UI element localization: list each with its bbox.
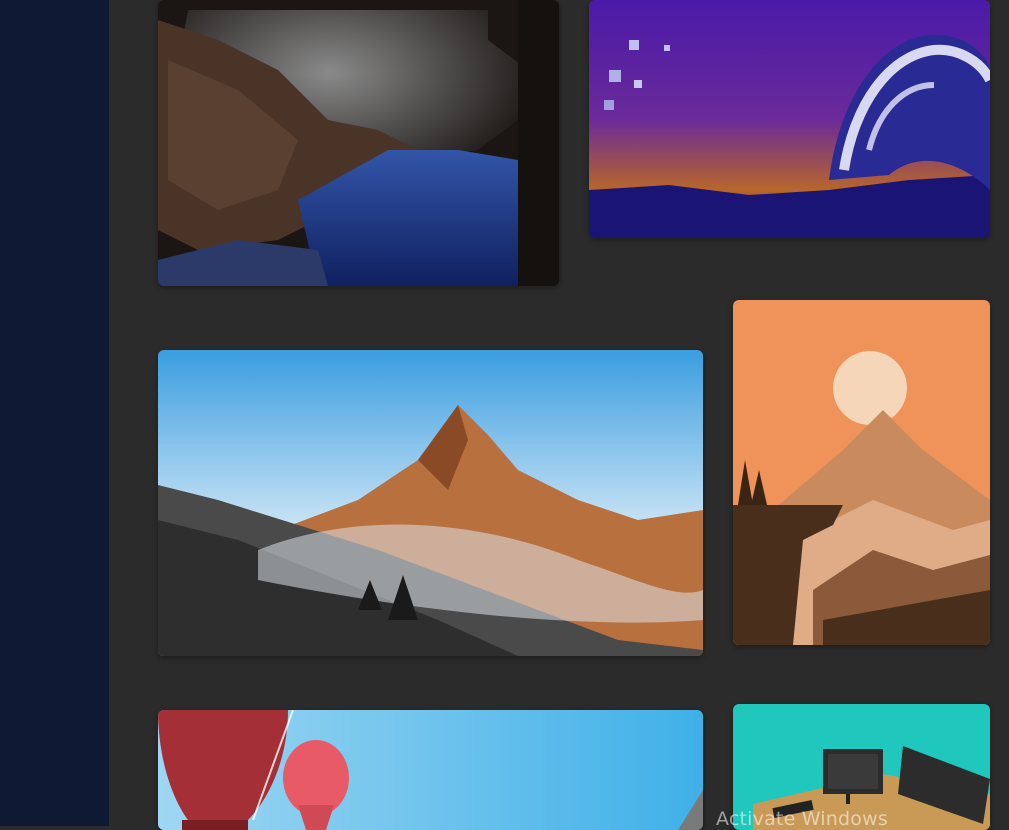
gallery-item-mountain[interactable] xyxy=(158,350,703,656)
desk-artwork xyxy=(733,704,990,830)
gallery-item-pixel-wave[interactable] xyxy=(589,0,990,238)
activate-windows-watermark: Activate Windows xyxy=(716,808,888,830)
sidebar xyxy=(0,0,109,826)
gallery-item-balloons[interactable] xyxy=(158,710,703,830)
cliff-sea-artwork xyxy=(158,0,559,286)
gallery-item-sunset[interactable] xyxy=(733,300,990,645)
mountain-artwork xyxy=(158,350,703,656)
gallery-item-desk[interactable] xyxy=(733,704,990,830)
balloons-artwork xyxy=(158,710,703,830)
gallery-item-cliff-sea[interactable] xyxy=(158,0,559,286)
sunset-artwork xyxy=(733,300,990,645)
pixel-wave-artwork xyxy=(589,0,990,238)
